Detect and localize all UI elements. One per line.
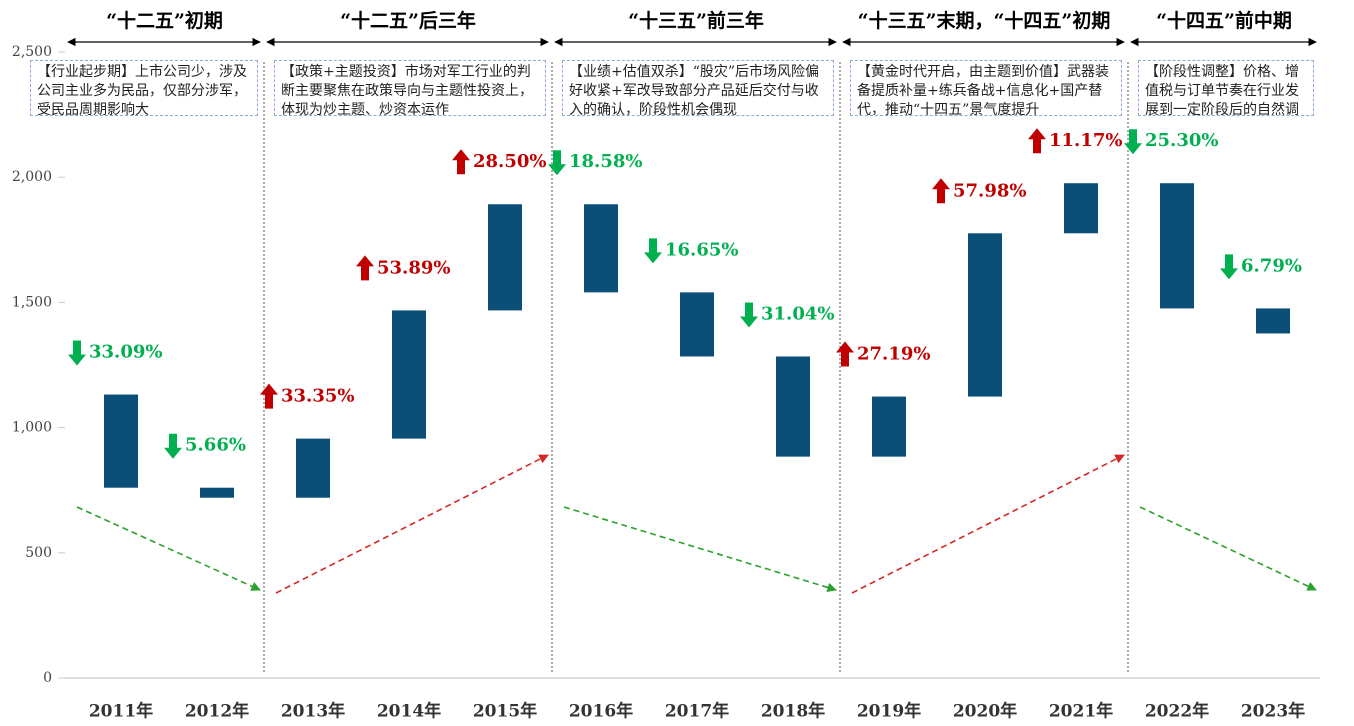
- change-arrow: [1124, 129, 1142, 155]
- change-arrow: [1028, 128, 1046, 154]
- change-label: 16.65%: [665, 239, 738, 260]
- bar: [392, 310, 426, 439]
- y-tick-label: 0: [43, 670, 52, 686]
- x-tick-label: 2018年: [761, 701, 825, 722]
- bar: [104, 394, 138, 488]
- change-arrow: [836, 341, 854, 367]
- bar: [776, 356, 810, 457]
- x-tick-label: 2011年: [89, 701, 153, 722]
- bar: [200, 487, 234, 498]
- trend-arrow: [1139, 506, 1317, 591]
- change-label: 5.66%: [185, 435, 246, 456]
- bar: [1064, 183, 1098, 234]
- period-note: 【黄金时代开启，由主题到价值】武器装备提质补量+练兵备战+信息化+国产替代，推动…: [850, 60, 1122, 116]
- bar: [296, 438, 330, 498]
- y-tick-label: 1,000: [12, 420, 52, 436]
- trend-arrow: [851, 454, 1125, 594]
- x-tick-label: 2020年: [953, 701, 1017, 722]
- change-arrow: [932, 178, 950, 204]
- change-arrow: [1220, 254, 1238, 280]
- x-tick-label: 2023年: [1241, 701, 1305, 722]
- change-label: 6.79%: [1241, 255, 1302, 276]
- x-tick-label: 2017年: [665, 701, 729, 722]
- change-label: 25.30%: [1145, 130, 1218, 151]
- change-label: 57.98%: [953, 180, 1026, 201]
- change-label: 31.04%: [761, 303, 834, 324]
- period-note: 【行业起步期】上市公司少，涉及公司主业多为民品，仅部分涉军，受民品周期影响大: [30, 60, 258, 116]
- trend-arrow: [563, 506, 837, 593]
- trend-arrow: [76, 506, 261, 591]
- change-label: 18.58%: [569, 151, 642, 172]
- trend-arrow: [275, 454, 549, 594]
- y-tick-label: 500: [25, 545, 52, 561]
- bar: [680, 292, 714, 357]
- bar: [1256, 308, 1290, 334]
- period-note: 【政策+主题投资】市场对军工行业的判断主要聚焦在政策导向与主题性投资上，体现为炒…: [274, 60, 546, 116]
- change-arrow: [644, 238, 662, 264]
- period-title: “十二五”初期: [106, 9, 223, 32]
- y-tick-label: 2,500: [12, 44, 52, 60]
- change-label: 33.09%: [89, 342, 162, 363]
- change-label: 33.35%: [281, 386, 354, 407]
- x-tick-label: 2014年: [377, 701, 441, 722]
- change-label: 11.17%: [1049, 130, 1122, 151]
- x-tick-label: 2016年: [569, 701, 633, 722]
- bar: [1160, 183, 1194, 309]
- change-arrow: [68, 340, 86, 366]
- change-label: 27.19%: [857, 344, 930, 365]
- period-title: “十三五”末期，“十四五”初期: [858, 9, 1111, 32]
- period-note: 【阶段性调整】价格、增值税与订单节奏在行业发展到一定阶段后的自然调整: [1138, 60, 1314, 116]
- x-tick-label: 2019年: [857, 701, 921, 722]
- period-title: “十四五”前中期: [1156, 9, 1292, 32]
- change-arrow: [548, 150, 566, 176]
- change-label: 53.89%: [377, 257, 450, 278]
- change-arrow: [356, 255, 374, 281]
- change-arrow: [452, 149, 470, 175]
- x-tick-label: 2012年: [185, 701, 249, 722]
- bar: [968, 233, 1002, 397]
- change-arrow: [260, 383, 278, 409]
- bar: [584, 204, 618, 293]
- change-label: 28.50%: [473, 151, 546, 172]
- period-note: 【业绩+估值双杀】“股灾”后市场风险偏好收紧+军改导致部分产品延后交付与收入的确…: [562, 60, 834, 116]
- change-arrow: [164, 433, 182, 459]
- y-tick-label: 2,000: [12, 169, 52, 185]
- x-tick-label: 2013年: [281, 701, 345, 722]
- period-title: “十三五”前三年: [628, 9, 764, 32]
- bar: [488, 204, 522, 311]
- period-title: “十二五”后三年: [340, 9, 476, 32]
- x-tick-label: 2021年: [1049, 701, 1113, 722]
- y-tick-label: 1,500: [12, 294, 52, 310]
- x-tick-label: 2022年: [1145, 701, 1209, 722]
- x-tick-label: 2015年: [473, 701, 537, 722]
- bar: [872, 396, 906, 457]
- change-arrow: [740, 302, 758, 328]
